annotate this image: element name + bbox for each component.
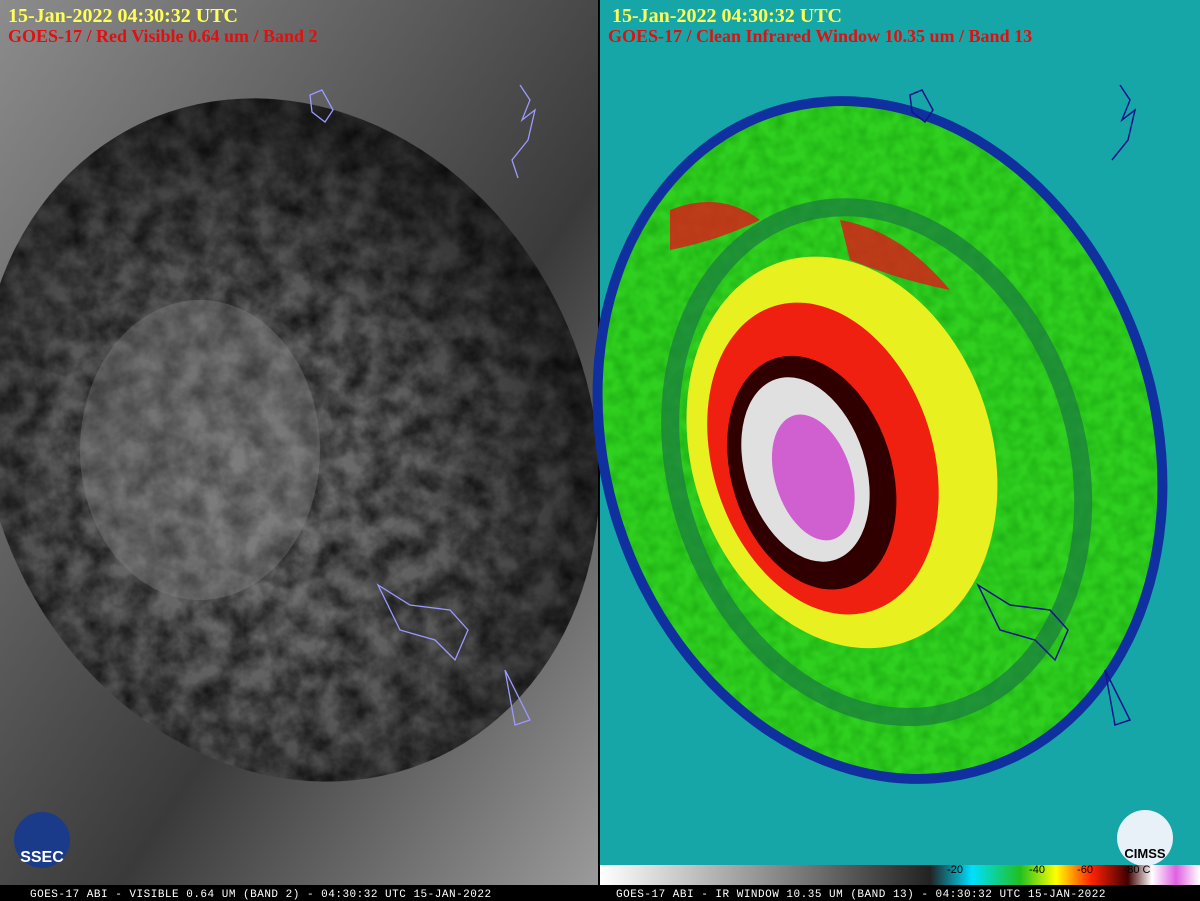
coastline xyxy=(909,84,1137,726)
footer-bar xyxy=(0,885,1200,901)
colorbar xyxy=(600,865,1200,885)
cloud-core xyxy=(80,300,320,600)
coastline xyxy=(309,84,537,726)
timestamp: 15-Jan-2022 04:30:32 UTC xyxy=(612,5,842,27)
logo: CIMSS xyxy=(1124,846,1166,861)
product: GOES-17 / Red Visible 0.64 um / Band 2 xyxy=(8,26,318,46)
logo-icon xyxy=(1117,810,1173,866)
product: GOES-17 / Clean Infrared Window 10.35 um… xyxy=(608,26,1032,46)
ring xyxy=(661,198,1093,726)
cloud-pink xyxy=(771,414,855,541)
colorbar-label: -80 C xyxy=(1124,864,1151,876)
logo-icon xyxy=(14,812,70,868)
logo: SSEC xyxy=(20,849,64,866)
colorbar-label: -40 xyxy=(1029,864,1045,876)
colorbar-label: -20 xyxy=(947,864,963,876)
visible-panel: SSEC 15-Jan-2022 04:30:32 UTC GOES-17 / … xyxy=(0,0,600,885)
red-band xyxy=(670,202,950,290)
footer: GOES-17 ABI - IR WINDOW 10.35 UM (BAND 1… xyxy=(616,889,1106,901)
colorbar-label: -60 xyxy=(1077,864,1093,876)
infrared-panel: CIMSS -20 -40 -60 -80 C 15-Jan-2022 04:3… xyxy=(592,0,1200,885)
footer: GOES-17 ABI - VISIBLE 0.64 UM (BAND 2) -… xyxy=(30,889,492,901)
timestamp: 15-Jan-2022 04:30:32 UTC xyxy=(8,5,238,27)
cloud-texture xyxy=(0,98,600,782)
